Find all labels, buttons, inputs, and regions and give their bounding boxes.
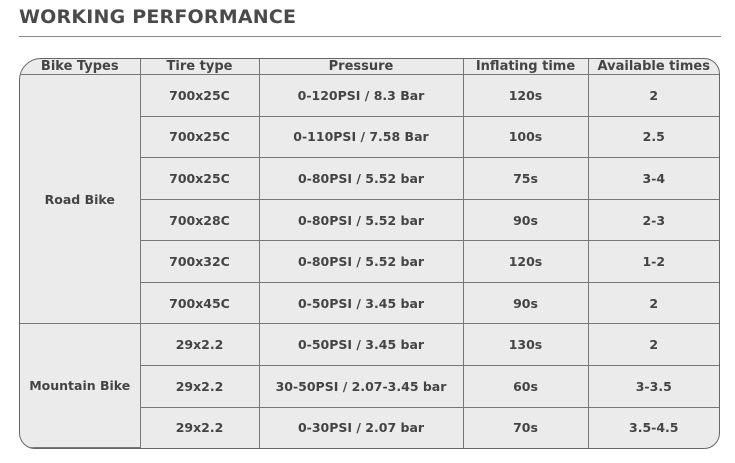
tire-type-cell: 29x2.2 <box>140 406 260 448</box>
table-row: 700x45C 0-50PSI / 3.45 bar 90s 2 <box>20 281 719 325</box>
bike-type-cell: Mountain Bike <box>20 323 141 448</box>
table-row: 700x28C 0-80PSI / 5.52 bar 90s 2-3 <box>20 198 719 242</box>
tire-type-cell: 29x2.2 <box>139 323 260 367</box>
pressure-cell: 30-50PSI / 2.07-3.45 bar <box>258 365 464 408</box>
header-available-times: Available times <box>587 59 719 75</box>
available-times-cell: 2 <box>587 323 719 367</box>
inflating-time-cell: 100s <box>462 115 589 159</box>
inflating-time-cell: 90s <box>462 281 589 325</box>
inflating-time-cell: 90s <box>462 198 589 242</box>
bike-type-cell: Road Bike <box>20 73 141 325</box>
pressure-cell: 0-80PSI / 5.52 bar <box>258 198 464 242</box>
header-pressure: Pressure <box>258 59 464 75</box>
table-row: 700x32C 0-80PSI / 5.52 bar 120s 1-2 <box>20 240 719 283</box>
table-row: Road Bike 700x25C 0-120PSI / 8.3 Bar 120s 2 <box>20 73 719 325</box>
inflating-time-cell: 70s <box>462 406 589 448</box>
tire-type-cell: 29x2.2 <box>140 365 260 408</box>
pressure-cell: 0-110PSI / 7.58 Bar <box>258 115 464 159</box>
pressure-cell: 0-120PSI / 8.3 Bar <box>258 74 464 117</box>
tire-type-cell: 700x25C <box>139 74 260 117</box>
inflating-time-cell: 75s <box>462 157 589 200</box>
performance-table: Bike Types Tire type Pressure Inflating … <box>19 58 720 449</box>
table-row: 29x2.2 0-30PSI / 2.07 bar 70s 3.5-4.5 <box>20 406 719 448</box>
table-row: 700x25C 0-110PSI / 7.58 Bar 100s 2.5 <box>20 115 719 159</box>
page-title: WORKING PERFORMANCE <box>19 6 297 28</box>
inflating-time-cell: 120s <box>462 240 589 283</box>
table-row: 29x2.2 30-50PSI / 2.07-3.45 bar 60s 3-3.5 <box>20 365 719 408</box>
pressure-cell: 0-30PSI / 2.07 bar <box>258 406 464 448</box>
pressure-cell: 0-50PSI / 3.45 bar <box>258 323 464 367</box>
table-row: 700x25C 0-80PSI / 5.52 bar 75s 3-4 <box>20 157 719 200</box>
pressure-cell: 0-80PSI / 5.52 bar <box>258 157 464 200</box>
available-times-cell: 3-3.5 <box>587 365 719 408</box>
inflating-time-cell: 60s <box>462 365 589 408</box>
title-divider <box>19 36 721 37</box>
tire-type-cell: 700x28C <box>140 198 260 242</box>
inflating-time-cell: 130s <box>462 323 589 367</box>
table-row: Mountain Bike 29x2.2 0-50PSI / 3.45 bar 130… <box>20 323 719 448</box>
tire-type-cell: 700x25C <box>140 157 260 200</box>
tire-type-cell: 700x25C <box>140 115 260 159</box>
available-times-cell: 3-4 <box>587 157 719 200</box>
inflating-time-cell: 120s <box>462 74 589 117</box>
available-times-cell: 2 <box>587 74 719 117</box>
available-times-cell: 2-3 <box>587 198 719 242</box>
available-times-cell: 3.5-4.5 <box>587 406 719 448</box>
header-row: Bike Types Tire type Pressure Inflating … <box>20 59 719 75</box>
available-times-cell: 2 <box>587 281 719 325</box>
pressure-cell: 0-80PSI / 5.52 bar <box>258 240 464 283</box>
tire-type-cell: 700x45C <box>140 281 260 325</box>
pressure-cell: 0-50PSI / 3.45 bar <box>258 281 464 325</box>
available-times-cell: 2.5 <box>587 115 719 159</box>
header-bike-types: Bike Types <box>20 59 141 75</box>
available-times-cell: 1-2 <box>587 240 719 283</box>
tire-type-cell: 700x32C <box>140 240 260 283</box>
header-inflating-time: Inflating time <box>462 59 589 75</box>
header-tire-type: Tire type <box>139 59 260 75</box>
